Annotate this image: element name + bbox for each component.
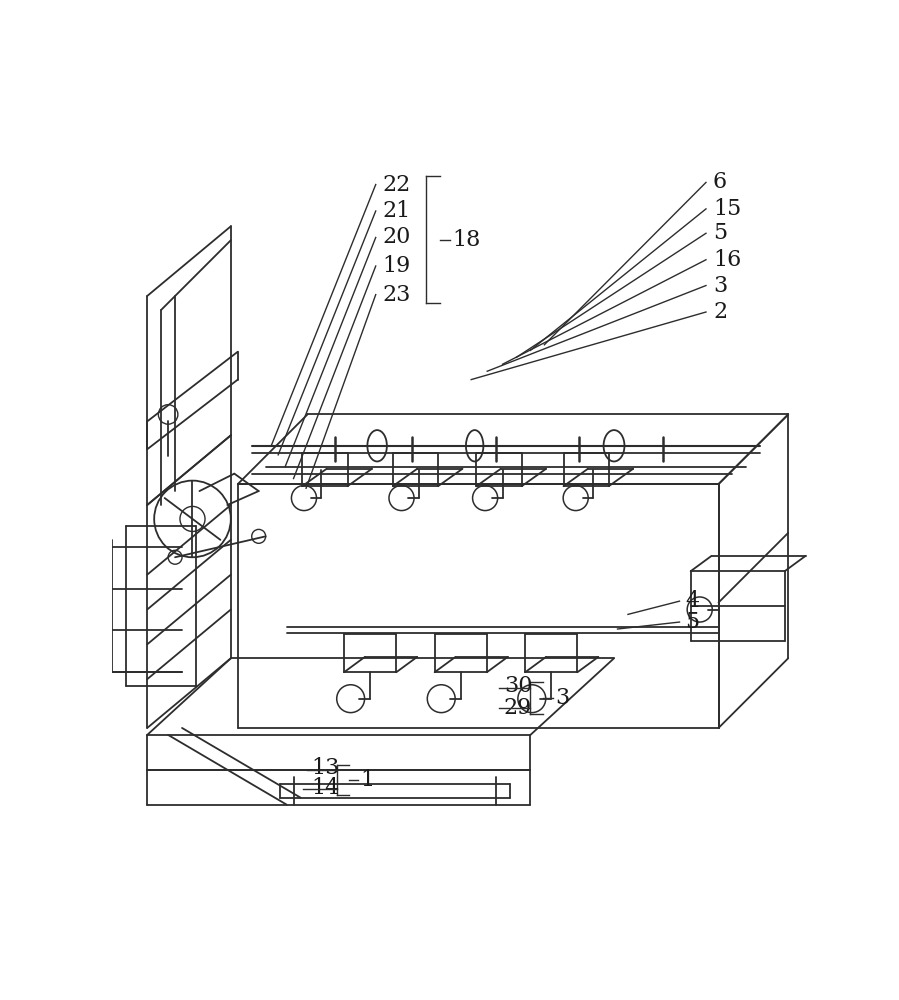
- Text: 13: 13: [311, 757, 339, 779]
- Text: 5: 5: [713, 222, 727, 244]
- Text: 3: 3: [555, 687, 569, 709]
- Text: 2: 2: [713, 301, 727, 323]
- Text: 19: 19: [383, 255, 411, 277]
- Text: 18: 18: [452, 229, 481, 251]
- Text: 5: 5: [685, 611, 699, 633]
- Text: 29: 29: [504, 697, 532, 719]
- Text: 15: 15: [713, 198, 741, 220]
- Text: 23: 23: [383, 284, 411, 306]
- Text: 1: 1: [360, 769, 375, 791]
- Text: 3: 3: [713, 275, 727, 297]
- Text: 16: 16: [713, 249, 741, 271]
- Text: 22: 22: [383, 174, 411, 196]
- Text: 30: 30: [504, 675, 532, 697]
- Text: 21: 21: [383, 200, 411, 222]
- Text: 4: 4: [685, 590, 699, 612]
- Text: 14: 14: [311, 777, 339, 799]
- Text: 20: 20: [383, 226, 411, 248]
- Text: 6: 6: [713, 171, 727, 193]
